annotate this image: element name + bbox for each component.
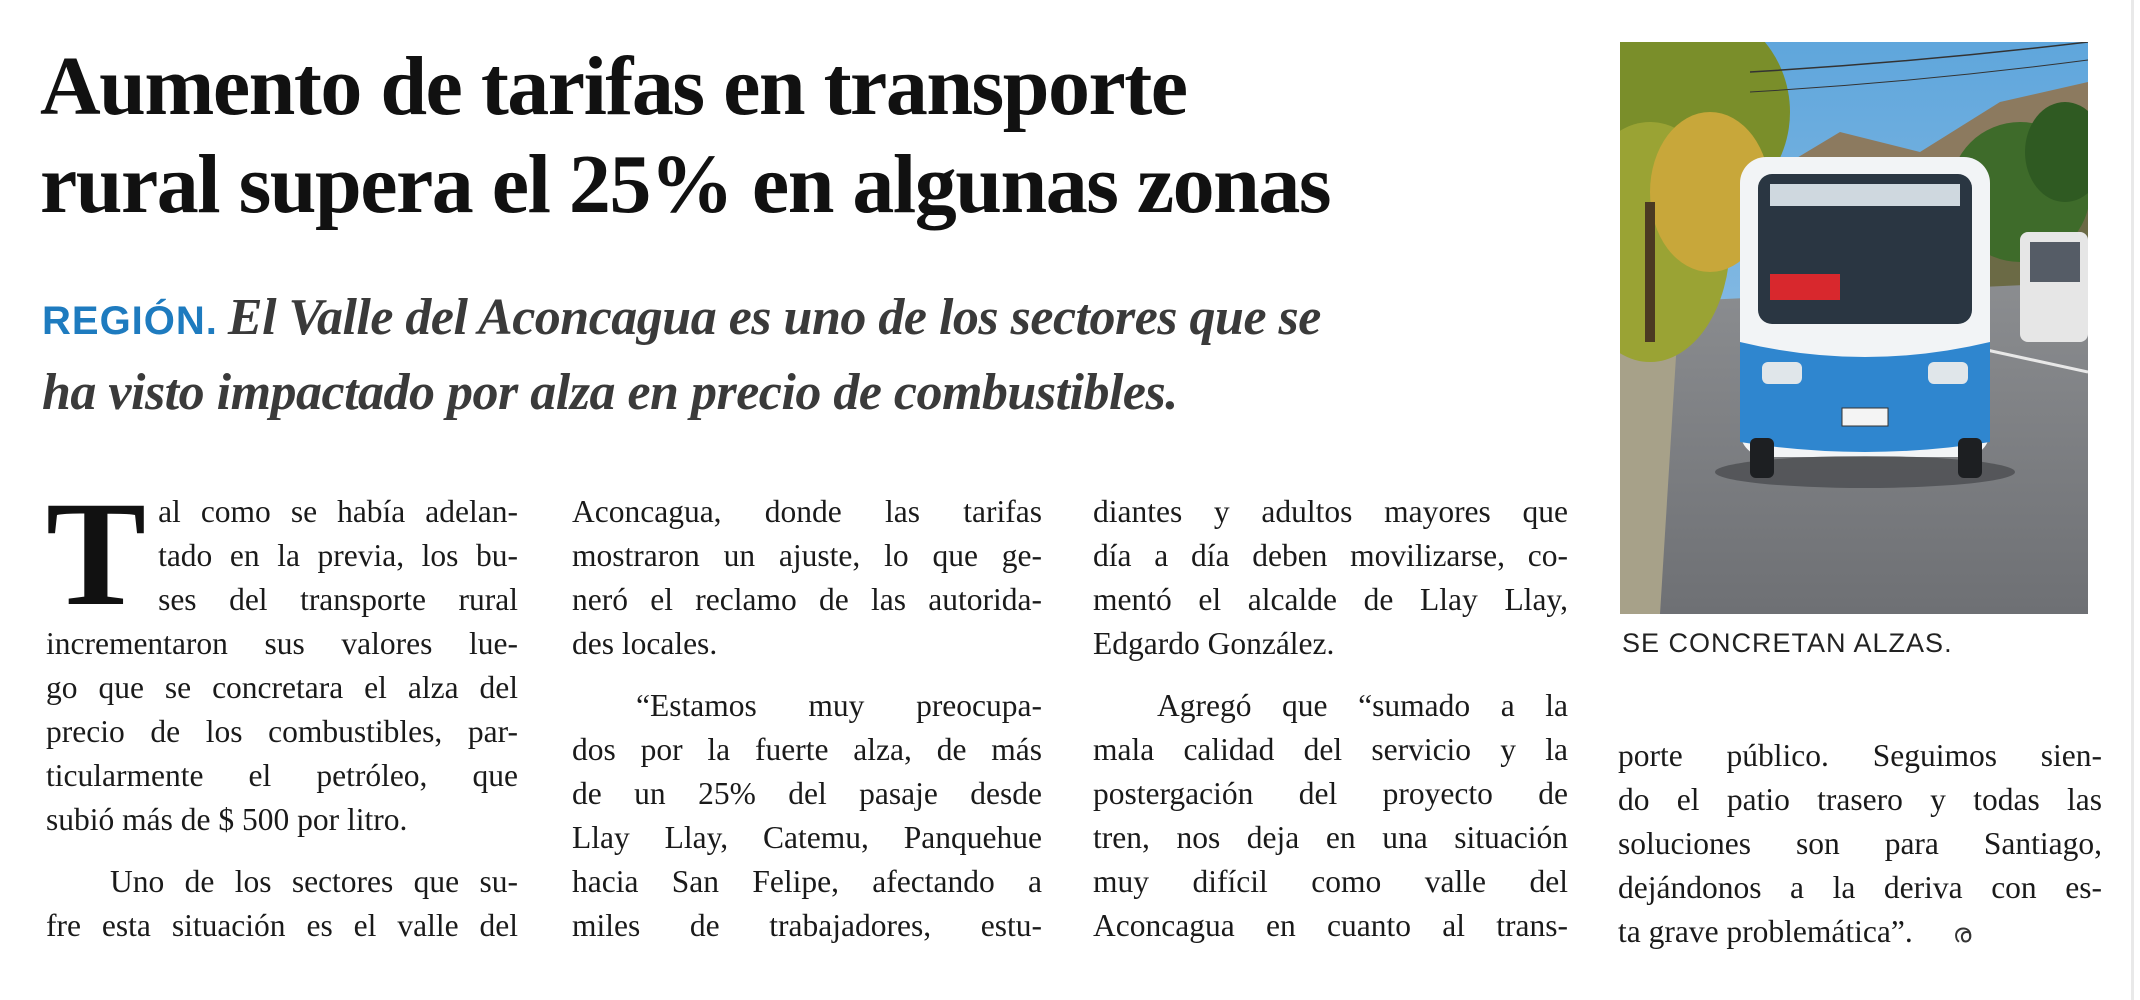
drop-cap: T bbox=[46, 471, 147, 637]
text-line: dejándonos a la deriva con es- bbox=[1618, 870, 2102, 905]
text-line: mala calidad del servicio y la bbox=[1093, 732, 1568, 767]
text-line: Agregó que “sumado a la bbox=[1157, 688, 1568, 723]
paragraph-gap bbox=[572, 666, 1042, 684]
text-line: do el patio trasero y todas las bbox=[1618, 782, 2102, 817]
text-line: mostraron un ajuste, lo que ge- bbox=[572, 538, 1042, 573]
text-column-2: Aconcagua, donde las tarifas mostraron u… bbox=[572, 490, 1042, 948]
page-edge-rule bbox=[2131, 0, 2134, 1000]
text-line: soluciones son para Santiago, bbox=[1618, 826, 2102, 861]
text-line: neró el reclamo de las autorida- bbox=[572, 582, 1042, 617]
text-line: de un 25% del pasaje desde bbox=[572, 776, 1042, 811]
paragraph-gap bbox=[1093, 666, 1568, 684]
section-kicker: REGIÓN. bbox=[42, 299, 218, 343]
text-column-3: diantes y adultos mayores que día a día … bbox=[1093, 490, 1568, 948]
text-line: Aconcagua en cuanto al trans- bbox=[1093, 908, 1568, 943]
text-line: precio de los combustibles, par- bbox=[46, 714, 518, 749]
text-line: Edgardo González. bbox=[1093, 626, 1335, 661]
opening-paragraph: T al como se había adelan- tado en la pr… bbox=[46, 471, 518, 842]
bus-photo bbox=[1620, 42, 2088, 614]
text-line: incrementaron sus valores lue- bbox=[46, 626, 518, 661]
paragraph-gap bbox=[46, 842, 518, 860]
text-line: des locales. bbox=[572, 626, 718, 661]
headline-line: rural supera el 25% en algunas zonas bbox=[40, 138, 1332, 231]
text-line: diantes y adultos mayores que bbox=[1093, 494, 1568, 529]
end-of-article-icon: ര bbox=[1952, 919, 1972, 949]
text-line: día a día deben movilizarse, co- bbox=[1093, 538, 1568, 573]
text-line: Aconcagua, donde las tarifas bbox=[572, 494, 1042, 529]
photo-caption: SE CONCRETAN ALZAS. bbox=[1622, 628, 1953, 658]
text-line: fre esta situación es el valle del bbox=[46, 908, 518, 943]
text-line: Uno de los sectores que su- bbox=[110, 864, 518, 899]
text-line: postergación del proyecto de bbox=[1093, 776, 1568, 811]
text-line: porte público. Seguimos sien- bbox=[1618, 738, 2102, 773]
text-line: dos por la fuerte alza, de más bbox=[572, 732, 1042, 767]
text-line: al como se había adelan- bbox=[158, 494, 518, 529]
deck-line: REGIÓN. El Valle del Aconcagua es uno de … bbox=[42, 282, 1602, 357]
text-line: ticularmente el petróleo, que bbox=[46, 758, 518, 793]
text-line: ta grave problemática”. ര bbox=[1618, 910, 2102, 956]
text-line: subió más de $ 500 por litro. bbox=[46, 802, 408, 837]
text-line: mentó el alcalde de Llay Llay, bbox=[1093, 582, 1568, 617]
text-column-4: porte público. Seguimos sien- do el pati… bbox=[1618, 734, 2102, 956]
closing-line-text: ta grave problemática”. bbox=[1618, 914, 1913, 949]
text-line: “Estamos muy preocupa- bbox=[636, 688, 1042, 723]
text-line: ses del transporte rural bbox=[158, 582, 518, 617]
article-headline: Aumento de tarifas en transporte rural s… bbox=[40, 38, 1600, 234]
text-line: miles de trabajadores, estu- bbox=[572, 908, 1042, 943]
deck-text: El Valle del Aconcagua es uno de los sec… bbox=[227, 289, 1321, 346]
text-line: tado en la previa, los bu- bbox=[158, 538, 518, 573]
text-column-1: T al como se había adelan- tado en la pr… bbox=[46, 471, 518, 948]
text-line: tren, nos deja en una situación bbox=[1093, 820, 1568, 855]
text-line: Llay Llay, Catemu, Panquehue bbox=[572, 820, 1042, 855]
bus-photo-illustration bbox=[1620, 42, 2088, 614]
text-line: muy difícil como valle del bbox=[1093, 864, 1568, 899]
headline-line: Aumento de tarifas en transporte bbox=[40, 40, 1188, 133]
text-line: go que se concretara el alza del bbox=[46, 670, 518, 705]
deck-line: ha visto impactado por alza en precio de… bbox=[42, 364, 1178, 421]
article-deck: REGIÓN. El Valle del Aconcagua es uno de … bbox=[42, 282, 1602, 429]
text-line: hacia San Felipe, afectando a bbox=[572, 864, 1042, 899]
